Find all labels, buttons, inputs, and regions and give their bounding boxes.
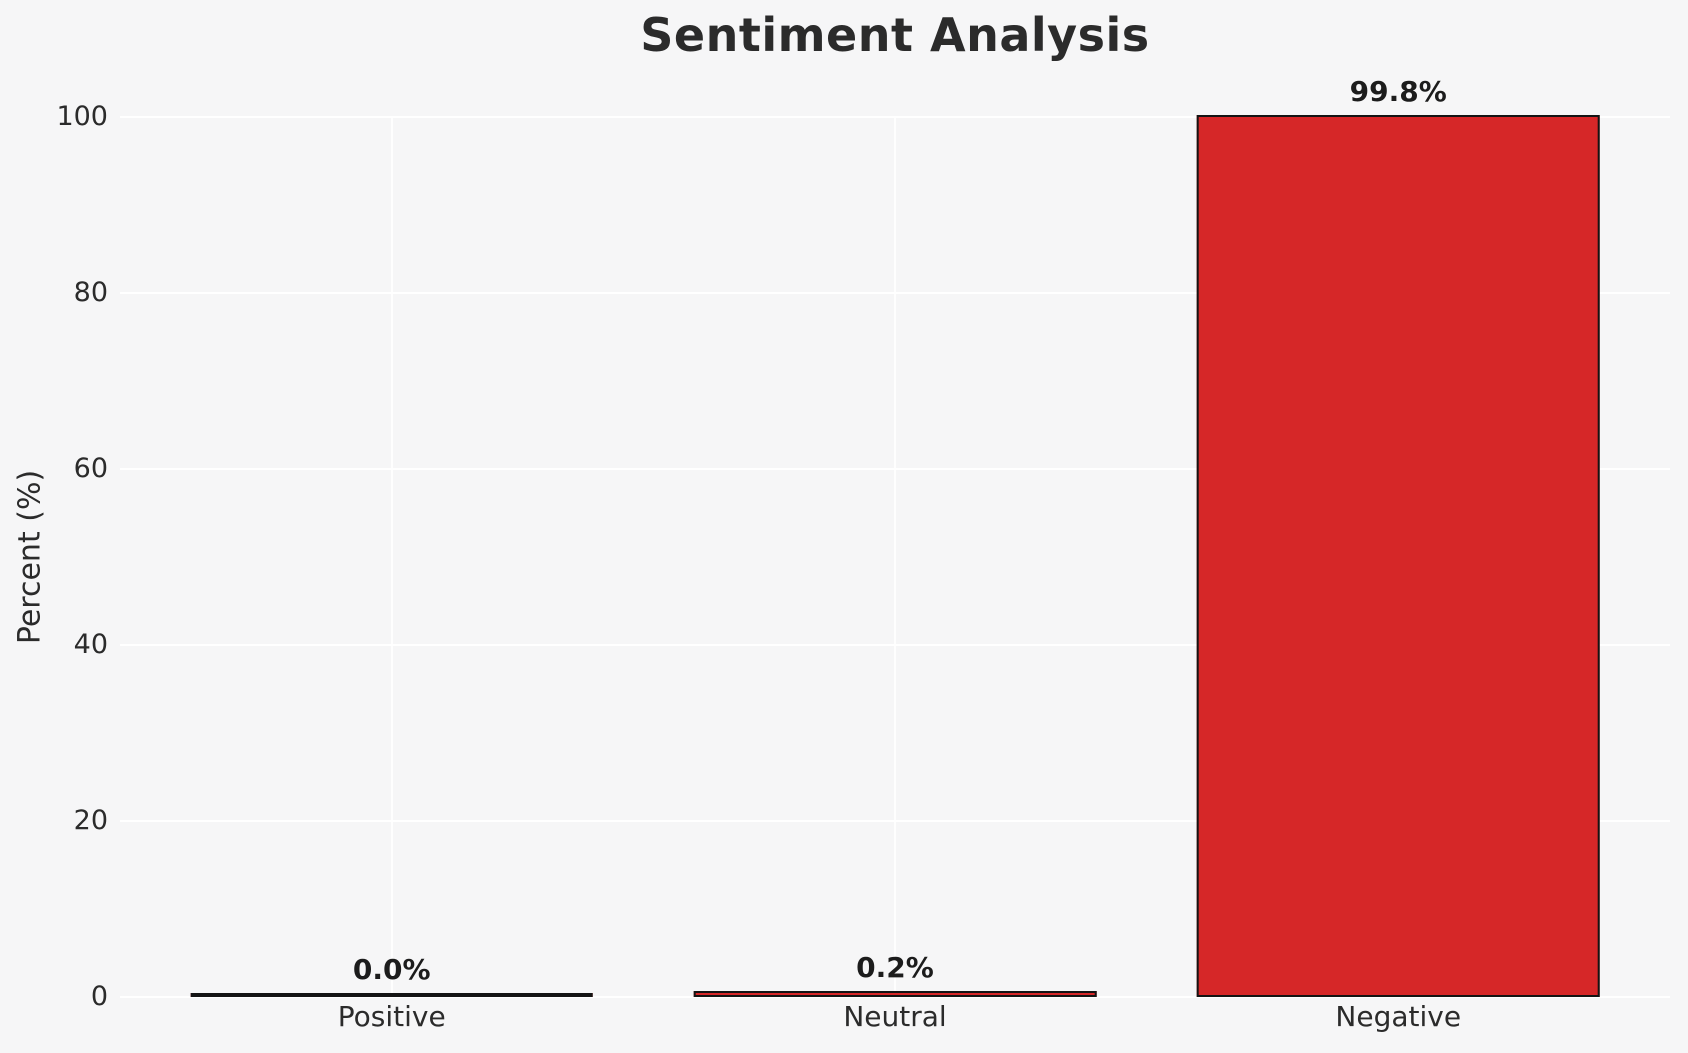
y-tick-label: 40 bbox=[73, 629, 108, 660]
bar-negative bbox=[1196, 115, 1600, 997]
x-category-label: Neutral bbox=[843, 1000, 947, 1033]
x-category-label: Positive bbox=[337, 1000, 446, 1033]
gridline-vertical bbox=[894, 117, 896, 997]
gridline-horizontal bbox=[120, 996, 1670, 998]
y-tick-label: 0 bbox=[90, 981, 108, 1012]
bar-neutral bbox=[693, 991, 1097, 997]
x-axis-labels: Positive Neutral Negative bbox=[120, 1001, 1670, 1037]
y-tick-label: 20 bbox=[73, 805, 108, 836]
y-tick-label: 80 bbox=[73, 277, 108, 308]
gridline-vertical bbox=[390, 117, 393, 997]
bar-slot-neutral: 0.2% bbox=[693, 117, 1097, 997]
y-axis-ticks: 0 20 40 60 80 100 bbox=[0, 102, 108, 1012]
x-category-label: Negative bbox=[1335, 1000, 1462, 1033]
bar-slot-negative: 99.8% bbox=[1196, 77, 1600, 997]
bar-value-label: 0.0% bbox=[352, 953, 431, 986]
bar-slot-positive: 0.0% bbox=[190, 117, 594, 997]
bar-positive bbox=[190, 993, 594, 997]
bar-value-label: 0.2% bbox=[856, 951, 934, 984]
plot-area: 0.0% 0.2% 99.8% bbox=[120, 77, 1670, 998]
bar-value-label: 99.8% bbox=[1349, 75, 1447, 108]
y-tick-label: 100 bbox=[56, 101, 108, 132]
y-tick-label: 60 bbox=[73, 453, 108, 484]
chart-title: Sentiment Analysis bbox=[640, 8, 1150, 62]
